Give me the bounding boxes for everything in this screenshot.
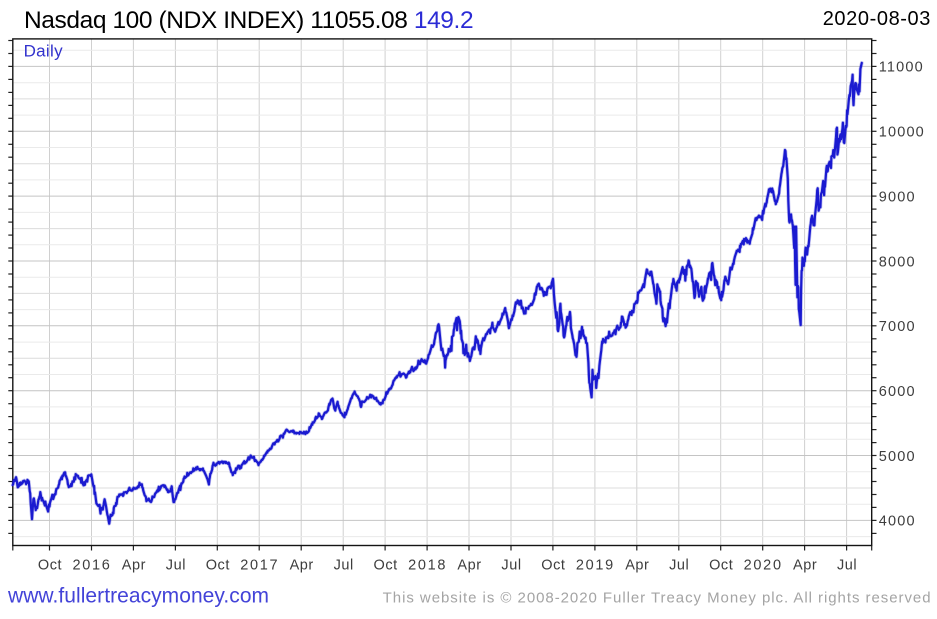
svg-text:7000: 7000 [879, 319, 916, 335]
svg-text:Apr: Apr [793, 557, 817, 573]
svg-text:8000: 8000 [879, 254, 916, 270]
svg-text:Jul: Jul [501, 557, 521, 573]
svg-text:Jul: Jul [669, 557, 689, 573]
svg-text:Apr: Apr [290, 557, 314, 573]
svg-text:2020-08-03: 2020-08-03 [823, 8, 931, 30]
svg-text:11000: 11000 [879, 60, 924, 76]
svg-text:Oct: Oct [373, 557, 397, 573]
svg-text:Nasdaq 100 (NDX INDEX) 11055.0: Nasdaq 100 (NDX INDEX) 11055.08 149.2 [24, 7, 473, 34]
svg-text:Apr: Apr [625, 557, 649, 573]
svg-text:2017: 2017 [240, 557, 279, 573]
svg-text:www.fullertreacymoney.com: www.fullertreacymoney.com [7, 585, 269, 608]
svg-text:Oct: Oct [709, 557, 733, 573]
svg-text:10000: 10000 [879, 125, 925, 141]
svg-text:Oct: Oct [38, 557, 62, 573]
svg-text:This website is © 2008-2020 Fu: This website is © 2008-2020 Fuller Treac… [383, 590, 932, 607]
svg-text:Jul: Jul [166, 557, 186, 573]
svg-text:5000: 5000 [879, 449, 916, 465]
svg-text:2018: 2018 [408, 557, 447, 573]
svg-text:Jul: Jul [837, 557, 857, 573]
svg-text:Jul: Jul [334, 557, 354, 573]
svg-text:2020: 2020 [744, 557, 783, 573]
svg-text:Daily: Daily [24, 42, 63, 61]
svg-text:4000: 4000 [879, 514, 916, 530]
svg-text:6000: 6000 [879, 384, 916, 400]
svg-text:Apr: Apr [122, 557, 146, 573]
svg-text:Oct: Oct [541, 557, 565, 573]
svg-text:2019: 2019 [576, 557, 615, 573]
svg-text:Oct: Oct [206, 557, 230, 573]
svg-text:9000: 9000 [879, 189, 916, 205]
svg-text:Apr: Apr [457, 557, 481, 573]
svg-text:2016: 2016 [72, 557, 111, 573]
